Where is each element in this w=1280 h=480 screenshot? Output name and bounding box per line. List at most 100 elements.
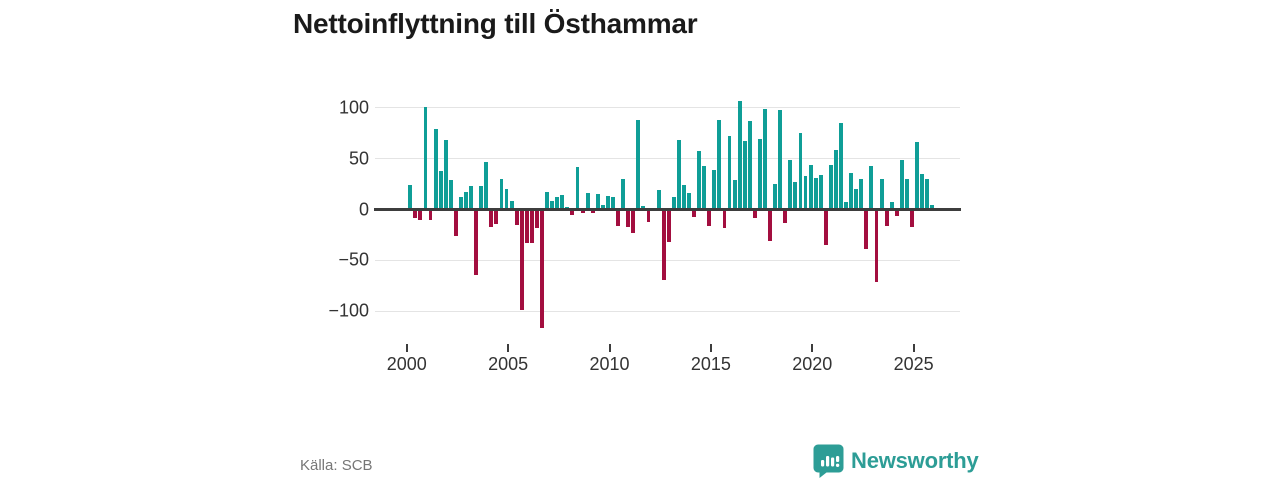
bar-positive	[697, 151, 702, 210]
x-axis-tick	[912, 344, 915, 352]
chart-title: Nettoinflyttning till Östhammar	[293, 8, 698, 39]
bar-positive	[408, 185, 413, 210]
source-label: Källa: SCB	[300, 457, 373, 474]
bar-negative	[646, 209, 651, 222]
bar-negative	[524, 209, 529, 244]
bar-positive	[555, 197, 560, 210]
bar-positive	[681, 185, 686, 210]
bar-positive	[834, 150, 838, 210]
bar-negative	[752, 209, 757, 218]
bar-negative	[535, 209, 539, 228]
bar-positive	[585, 193, 590, 210]
bar-negative	[661, 209, 666, 280]
x-axis-tick-label: 2005	[488, 354, 529, 374]
bar-positive	[925, 178, 930, 210]
bar-negative	[666, 209, 671, 243]
bar-positive	[899, 159, 904, 210]
bar-positive	[702, 165, 707, 210]
bar-positive	[550, 201, 555, 210]
x-axis-tick-label: 2015	[690, 354, 731, 374]
x-axis-tick	[811, 344, 814, 352]
bar-positive	[464, 192, 468, 210]
bar-positive	[915, 142, 919, 210]
bar-positive	[869, 165, 874, 210]
bar-positive	[509, 201, 514, 210]
bar-positive	[479, 186, 484, 210]
bar-positive	[844, 202, 849, 210]
bar-positive	[732, 179, 737, 210]
bar-positive	[484, 161, 489, 210]
bar-positive	[545, 192, 550, 210]
bar-positive	[712, 169, 717, 210]
x-axis-tick-label: 2010	[589, 354, 630, 374]
y-axis-tick-label: −100	[328, 300, 369, 321]
gridline	[375, 107, 960, 109]
bar-positive	[600, 205, 605, 210]
bar-positive	[448, 179, 453, 210]
bar-positive	[798, 133, 803, 210]
bar-positive	[717, 119, 722, 210]
bar-negative	[884, 209, 889, 226]
bar-positive	[757, 139, 762, 210]
bar-positive	[433, 129, 438, 210]
newsworthy-icon	[813, 444, 844, 478]
y-axis-tick-label: 100	[338, 97, 369, 118]
bar-positive	[621, 178, 626, 210]
bar-negative	[474, 209, 479, 275]
bar-negative	[580, 209, 585, 213]
bar-positive	[423, 106, 428, 210]
bar-positive	[671, 197, 676, 210]
bar-positive	[611, 197, 615, 210]
bar-positive	[839, 122, 843, 210]
bar-negative	[707, 209, 712, 226]
bar-negative	[783, 209, 788, 223]
bar-negative	[910, 209, 914, 227]
x-axis-tick	[709, 344, 712, 352]
bar-positive	[818, 174, 823, 210]
bar-positive	[737, 100, 742, 210]
bar-negative	[418, 209, 423, 220]
bar-positive	[560, 195, 565, 210]
bar-positive	[808, 164, 813, 210]
zero-baseline	[374, 208, 961, 211]
bar-positive	[636, 119, 641, 210]
bar-negative	[590, 209, 595, 213]
bar-positive	[469, 186, 473, 210]
bar-negative	[864, 209, 869, 250]
bar-negative	[413, 209, 418, 218]
bar-positive	[763, 108, 767, 210]
bar-positive	[859, 178, 864, 210]
bar-negative	[519, 209, 524, 311]
bar-positive	[458, 197, 463, 210]
brand-logo: Newsworthy	[813, 444, 979, 478]
bar-positive	[849, 172, 854, 210]
bar-negative	[428, 209, 433, 220]
bar-positive	[727, 136, 732, 210]
bar-positive	[575, 166, 580, 210]
bar-positive	[788, 159, 793, 210]
bar-positive	[773, 184, 778, 210]
bar-negative	[874, 209, 879, 282]
bar-negative	[570, 209, 575, 215]
brand-name: Newsworthy	[851, 448, 979, 473]
bar-positive	[438, 170, 443, 210]
bar-negative	[722, 209, 727, 228]
bar-positive	[889, 202, 894, 210]
bar-negative	[823, 209, 828, 246]
bar-positive	[504, 189, 509, 210]
bar-positive	[742, 141, 747, 210]
bar-negative	[489, 209, 494, 227]
bar-positive	[687, 193, 691, 210]
bar-positive	[676, 140, 681, 210]
bar-positive	[828, 164, 833, 210]
bar-positive	[595, 194, 600, 210]
bar-negative	[514, 209, 519, 225]
bar-positive	[747, 120, 752, 210]
bar-negative	[692, 209, 696, 217]
y-axis-tick-label: −50	[338, 249, 369, 270]
bar-negative	[768, 209, 773, 242]
bar-negative	[616, 209, 620, 226]
bar-positive	[854, 189, 859, 210]
bar-positive	[793, 182, 798, 210]
